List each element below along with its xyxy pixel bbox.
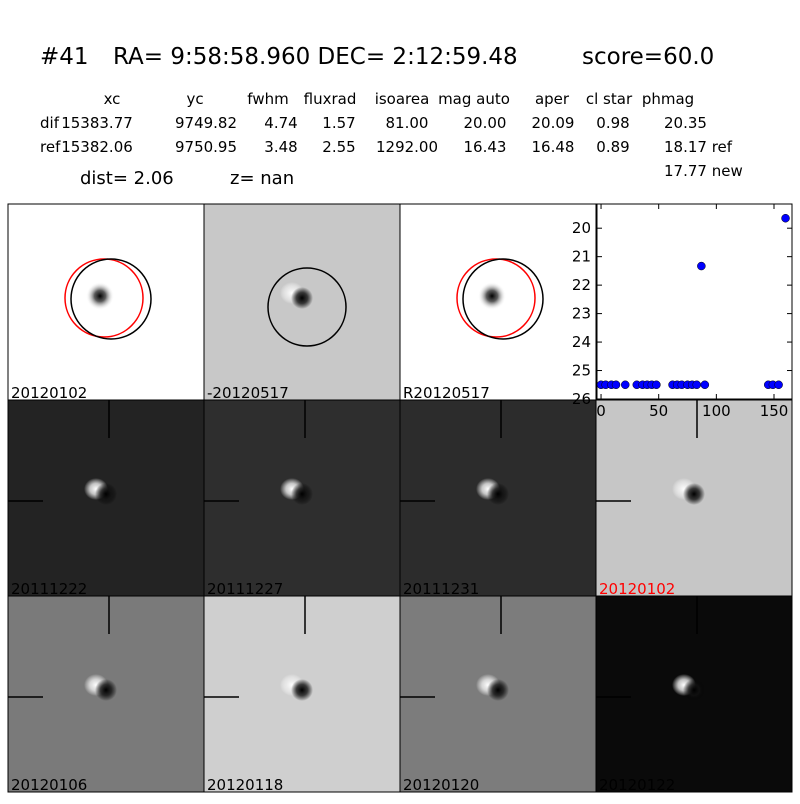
point (611, 380, 621, 390)
table-cell: 16.48 (532, 138, 575, 156)
candidate-id: #41 (40, 44, 89, 70)
panel-label: 20111227 (207, 580, 283, 598)
dipole-dark (683, 483, 705, 505)
dipole-dark (291, 287, 313, 309)
aperture-black (462, 258, 544, 340)
panel-label: -20120517 (207, 384, 289, 402)
dipole-dark (487, 679, 509, 701)
x-tick-label: 100 (702, 402, 731, 420)
table-cell: 15383.77 (61, 114, 133, 132)
plot-area (596, 203, 793, 400)
panel-label: 20111222 (11, 580, 87, 598)
panel-label: 20120122 (599, 776, 675, 794)
column-header: yc (186, 90, 203, 108)
table-cell: 0.89 (596, 138, 629, 156)
panel-label: 20111231 (403, 580, 479, 598)
point (700, 380, 710, 390)
table-cell: 1.57 (322, 114, 355, 132)
table-cell: 3.48 (264, 138, 297, 156)
point (774, 380, 783, 390)
score: score=60.0 (582, 44, 714, 70)
x-tick-label: 150 (760, 402, 789, 420)
table-cell: 2.55 (322, 138, 355, 156)
dipole-dark (95, 679, 117, 701)
y-tick-label: 23 (572, 305, 591, 323)
panel-label: 20120102 (11, 384, 87, 402)
column-header: phmag (642, 90, 694, 108)
row-label: dif (40, 114, 60, 132)
point (692, 380, 701, 390)
distance: dist= 2.06 (80, 168, 174, 189)
source (478, 282, 506, 310)
y-tick-label: 20 (572, 219, 591, 237)
column-header: isoarea (375, 90, 430, 108)
column-header: fwhm (247, 90, 288, 108)
column-header: cl star (586, 90, 633, 108)
point (621, 380, 630, 390)
phmag-new: 17.77 new (664, 162, 743, 180)
y-tick-label: 22 (572, 276, 591, 294)
dipole-dark (291, 483, 313, 505)
table-cell: 20.09 (532, 114, 575, 132)
y-tick-label: 24 (572, 333, 591, 351)
y-tick-label: 21 (572, 248, 591, 266)
panel-label: 20120120 (403, 776, 479, 794)
y-tick-label: 25 (572, 362, 591, 380)
row-label: ref (40, 138, 61, 156)
table-cell: 4.74 (264, 114, 297, 132)
panel-label: 20120106 (11, 776, 87, 794)
dipole-dark (487, 483, 509, 505)
source (86, 282, 114, 310)
column-header: aper (535, 90, 570, 108)
dipole-dark (95, 483, 117, 505)
aperture-black (70, 258, 152, 340)
dipole-dark (291, 679, 313, 701)
point (781, 213, 790, 223)
point (652, 380, 661, 390)
dipole-dark (683, 679, 705, 701)
coordinates: RA= 9:58:58.960 DEC= 2:12:59.48 (113, 44, 518, 70)
z-value: z= nan (230, 168, 294, 189)
table-cell: 16.43 (464, 138, 507, 156)
table-cell: 9749.82 (175, 114, 237, 132)
aperture-black (267, 267, 347, 347)
table-cell: 20.35 (664, 114, 707, 132)
table-cell: 81.00 (386, 114, 429, 132)
point (697, 261, 706, 271)
table-cell: 0.98 (596, 114, 629, 132)
table-cell: 20.00 (464, 114, 507, 132)
x-tick-label: 50 (649, 402, 668, 420)
column-header: mag auto (438, 90, 510, 108)
table-cell: 15382.06 (61, 138, 133, 156)
y-tick-label: 26 (572, 390, 591, 408)
table-cell: 1292.00 (376, 138, 438, 156)
panel-label: 20120118 (207, 776, 283, 794)
table-cell: 18.17 ref (664, 138, 733, 156)
panel-label: 20120102 (599, 580, 675, 598)
column-header: xc (104, 90, 121, 108)
column-header: fluxrad (304, 90, 357, 108)
table-cell: 9750.95 (175, 138, 237, 156)
panel-label: R20120517 (403, 384, 490, 402)
x-tick-label: 0 (596, 402, 606, 420)
